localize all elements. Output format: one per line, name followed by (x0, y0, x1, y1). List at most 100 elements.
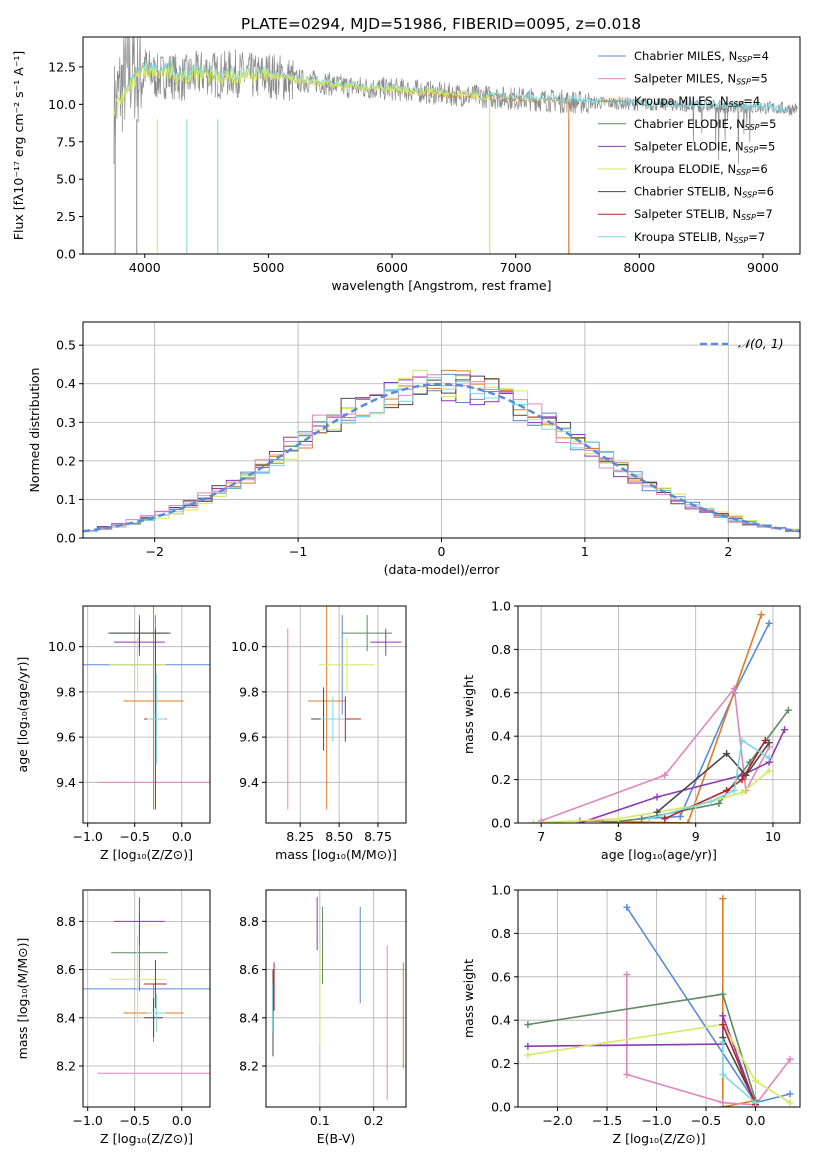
axes-frame (517, 605, 801, 824)
x-tick-label: 0 (438, 544, 446, 559)
y-tick-label: 2.5 (56, 209, 76, 224)
x-tick-label: 0.1 (310, 1113, 330, 1128)
y-tick-label: 0.8 (491, 926, 511, 941)
series-marker-chabrier_elodie (524, 1021, 532, 1029)
series-line-chabrier_miles (641, 623, 770, 820)
series-marker-kroupa_miles (684, 819, 692, 823)
x-tick-label: −0.5 (120, 1113, 150, 1128)
panel-z-mass: −1.0 −0.5 0.0 8.2 8.4 8.6 8.8 Z [log₁₀(Z/Z⊙)] ma… (15, 889, 211, 1146)
x-tick-label: 10 (765, 829, 781, 844)
y-tick-label: 0.0 (56, 247, 76, 262)
y-tick-label: 0.1 (56, 492, 76, 507)
y-axis-label: mass weight (461, 675, 476, 754)
figure-title: PLATE=0294, MJD=51986, FIBERID=0095, z=0… (241, 15, 641, 33)
x-tick-label: 7000 (500, 260, 532, 275)
y-tick-label: 0.6 (491, 969, 511, 984)
series-line-salpeter_stelib (722, 1024, 757, 1106)
series-marker-chabrier_miles (765, 619, 773, 627)
series-marker-salpeter_elodie (653, 793, 661, 801)
legend-label: Chabrier ELODIE, NSSP=5 (634, 117, 776, 132)
series-line-salpeter_elodie (527, 1015, 757, 1106)
series-marker-kroupa_elodie (529, 819, 537, 823)
y-tick-label: 8.8 (239, 914, 259, 929)
y-tick-label: 0.3 (56, 415, 76, 430)
y-axis-label: Flux [fλ10⁻¹⁷ erg cm⁻² s⁻¹ A⁻¹] (11, 51, 26, 240)
series-line-chabrier_elodie (527, 993, 757, 1101)
y-tick-label: 0.4 (491, 1013, 511, 1028)
plot-area-ebv-mass (271, 897, 404, 1100)
y-tick-label: 9.6 (56, 730, 76, 745)
panel-z-weight: −2.0 −1.5 −1.0 −0.5 0.0 0.0 0.2 0.4 0.6 0.8 1.0 Z [… (461, 883, 801, 1146)
x-tick-label: 9000 (747, 260, 779, 275)
x-tick-label: −1.5 (592, 1113, 622, 1128)
series-marker-kroupa_stelib (645, 815, 653, 823)
y-tick-label: 8.4 (239, 1010, 259, 1025)
x-tick-label: −1 (289, 544, 307, 559)
x-tick-label: 8.75 (364, 829, 392, 844)
x-tick-label: 8.50 (325, 829, 353, 844)
axes-frame (265, 605, 407, 824)
legend-label: Chabrier MILES, NSSP=4 (634, 49, 769, 64)
series-line-chabrier_stelib (656, 742, 770, 813)
legend-label: Chabrier STELIB, NSSP=6 (634, 185, 774, 200)
y-tick-label: 1.0 (491, 883, 511, 898)
panel-z-age: −1.0 −0.5 0.0 9.4 9.6 9.8 10.0 Z [log₁₀(Z/Z⊙)] a… (15, 605, 211, 862)
series-marker-chabrier_miles (623, 903, 631, 911)
series-marker-chabrier_miles (786, 1090, 794, 1098)
legend-label: 𝒩(0, 1) (738, 336, 784, 351)
y-tick-label: 9.8 (56, 684, 76, 699)
panel-ebv-mass: 0.1 0.2 8.2 8.4 8.6 8.8 E(B-V) (239, 889, 407, 1146)
axes-frame (517, 889, 801, 1108)
panel-residuals: 𝒩(0, 1) −2 −1 0 1 2 0.0 0.1 0.2 0.3 0.4 0.5 (data-mo… (27, 321, 801, 577)
y-tick-label: 8.6 (239, 962, 259, 977)
plot-area-z-weight (524, 895, 794, 1107)
series-marker-salpeter_miles (730, 684, 738, 692)
x-tick-label: −1.0 (73, 1113, 103, 1128)
series-marker-chabrier_stelib (653, 808, 661, 816)
legend: Chabrier MILES, NSSP=4 Salpeter MILES, NS… (598, 49, 776, 245)
series-marker-kroupa_stelib (719, 1070, 727, 1078)
series-marker-kroupa_miles (757, 611, 765, 619)
panel-age-weight: 7 8 9 10 0.0 0.2 0.4 0.6 0.8 1.0 age [log₁₀(age/yr… (461, 599, 801, 862)
y-axis-label: mass [log₁₀(M/M⊙)] (15, 938, 30, 1060)
series-marker-kroupa_elodie (738, 789, 746, 797)
series-marker-kroupa_stelib (751, 1099, 759, 1107)
x-tick-label: 0.0 (746, 1113, 766, 1128)
plot-area-spectrum (113, 37, 798, 254)
x-tick-label: 6000 (376, 260, 408, 275)
y-axis-label: mass weight (461, 959, 476, 1038)
y-tick-label: 0.0 (491, 1100, 511, 1115)
y-tick-label: 8.4 (56, 1010, 76, 1025)
x-axis-label: mass [log₁₀(M/M⊙)] (275, 847, 397, 862)
legend-label: Kroupa MILES, NSSP=4 (634, 94, 760, 109)
series-marker-salpeter_miles (623, 1070, 631, 1078)
series-marker-kroupa_stelib (707, 797, 715, 805)
series-marker-kroupa_elodie (524, 1051, 532, 1059)
series-marker-salpeter_elodie (524, 1042, 532, 1050)
plot-area-age-weight (529, 611, 792, 823)
x-axis-label: Z [log₁₀(Z/Z⊙)] (100, 1131, 193, 1146)
y-tick-label: 0.4 (491, 729, 511, 744)
legend-label: Kroupa STELIB, NSSP=7 (634, 230, 765, 245)
y-tick-label: 10.0 (48, 97, 76, 112)
data-spectrum-line (113, 37, 798, 165)
legend-label: Kroupa ELODIE, NSSP=6 (634, 162, 768, 177)
x-tick-label: −0.5 (691, 1113, 721, 1128)
axes-frame (82, 36, 801, 255)
series-marker-chabrier_elodie (784, 706, 792, 714)
series-marker-kroupa_elodie (751, 1077, 759, 1085)
series-marker-chabrier_stelib (723, 750, 731, 758)
y-tick-label: 9.4 (239, 775, 259, 790)
y-tick-label: 10.0 (231, 639, 259, 654)
plot-area-z-age (83, 606, 210, 810)
series-marker-kroupa_stelib (719, 1038, 727, 1046)
series-line-kroupa_miles (721, 898, 756, 1107)
series-marker-kroupa_stelib (765, 754, 773, 762)
panel-spectrum: Chabrier MILES, NSSP=4 Salpeter MILES, NS… (11, 36, 801, 293)
y-tick-label: 8.8 (56, 914, 76, 929)
series-marker-salpeter_stelib (761, 737, 769, 745)
x-tick-label: 0.0 (172, 829, 192, 844)
model-line-kroupa_elodie (113, 63, 491, 117)
legend-label: Salpeter STELIB, NSSP=7 (634, 207, 773, 222)
